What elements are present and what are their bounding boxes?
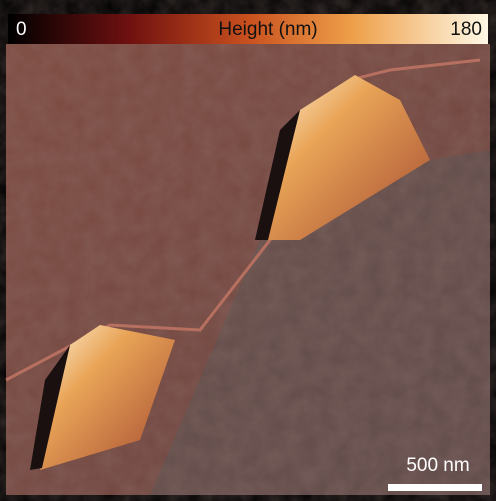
peak-lower — [40, 325, 175, 470]
scale-bar-label: 500 nm — [406, 455, 469, 476]
shadow-upper — [255, 110, 300, 240]
scale-bar — [388, 484, 482, 491]
colorbar-min: 0 — [16, 19, 27, 40]
peak-upper — [265, 75, 430, 240]
colorbar-label: Height (nm) — [218, 19, 317, 40]
shadow-lower — [30, 345, 70, 470]
colorbar-max: 180 — [450, 19, 482, 40]
colorbar — [8, 14, 488, 44]
afm-image — [5, 44, 490, 495]
